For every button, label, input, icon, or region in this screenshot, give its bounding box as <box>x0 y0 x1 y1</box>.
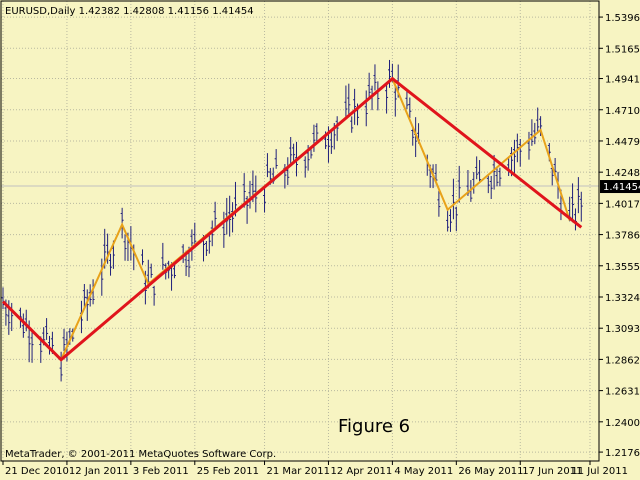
chart-grid <box>1 1 599 461</box>
x-tick-label: 21 Dec 2010 <box>5 466 69 477</box>
y-tick-label: 1.33240 <box>605 293 640 304</box>
y-tick-label: 1.49410 <box>605 75 640 86</box>
x-tick-label: 4 May 2011 <box>394 466 453 477</box>
y-tick-label: 1.26310 <box>605 387 640 398</box>
y-tick-label: 1.40170 <box>605 199 640 210</box>
current-price-value: 1.41454 <box>603 182 640 193</box>
y-tick-label: 1.37860 <box>605 231 640 242</box>
y-tick-label: 1.35550 <box>605 262 640 273</box>
x-tick-label: 17 Jun 2011 <box>522 466 582 477</box>
x-tick-label: 11 Jul 2011 <box>571 466 628 477</box>
current-price-tag-bg <box>600 180 640 194</box>
y-tick-label: 1.51650 <box>605 44 640 55</box>
plot-frame <box>0 0 600 462</box>
y-tick-label: 1.28620 <box>605 355 640 366</box>
x-tick-label: 12 Jan 2011 <box>69 466 129 477</box>
figure-label: Figure 6 <box>338 416 410 437</box>
y-tick-label: 1.47100 <box>605 106 640 117</box>
y-tick-label: 1.30930 <box>605 324 640 335</box>
y-tick-label: 1.21760 <box>605 448 640 459</box>
x-tick-label: 3 Feb 2011 <box>133 466 189 477</box>
y-tick-label: 1.42480 <box>605 168 640 179</box>
zigzag-major-line <box>1 76 583 362</box>
y-tick-label: 1.44790 <box>605 137 640 148</box>
x-tick-label: 21 Mar 2011 <box>267 466 330 477</box>
current-price-tag: 1.41454 <box>600 180 640 194</box>
zigzag-lines <box>1 76 583 362</box>
y-tick-label: 1.24000 <box>605 418 640 429</box>
y-tick-label: 1.53960 <box>605 13 640 24</box>
chart-header: EURUSD,Daily 1.42382 1.42808 1.41156 1.4… <box>5 6 254 17</box>
time-axis: 21 Dec 2010 12 Jan 2011 3 Feb 2011 25 Feb 2… <box>2 461 628 477</box>
price-axis: 1.53960 1.51650 1.49410 1.47100 1.44790 1.424… <box>599 13 640 459</box>
x-tick-label: 26 May 2011 <box>458 466 523 477</box>
x-tick-label: 25 Feb 2011 <box>197 466 259 477</box>
copyright-text: MetaTrader, © 2001-2011 MetaQuotes Softw… <box>5 449 276 460</box>
x-tick-label: 12 Apr 2011 <box>330 466 392 477</box>
